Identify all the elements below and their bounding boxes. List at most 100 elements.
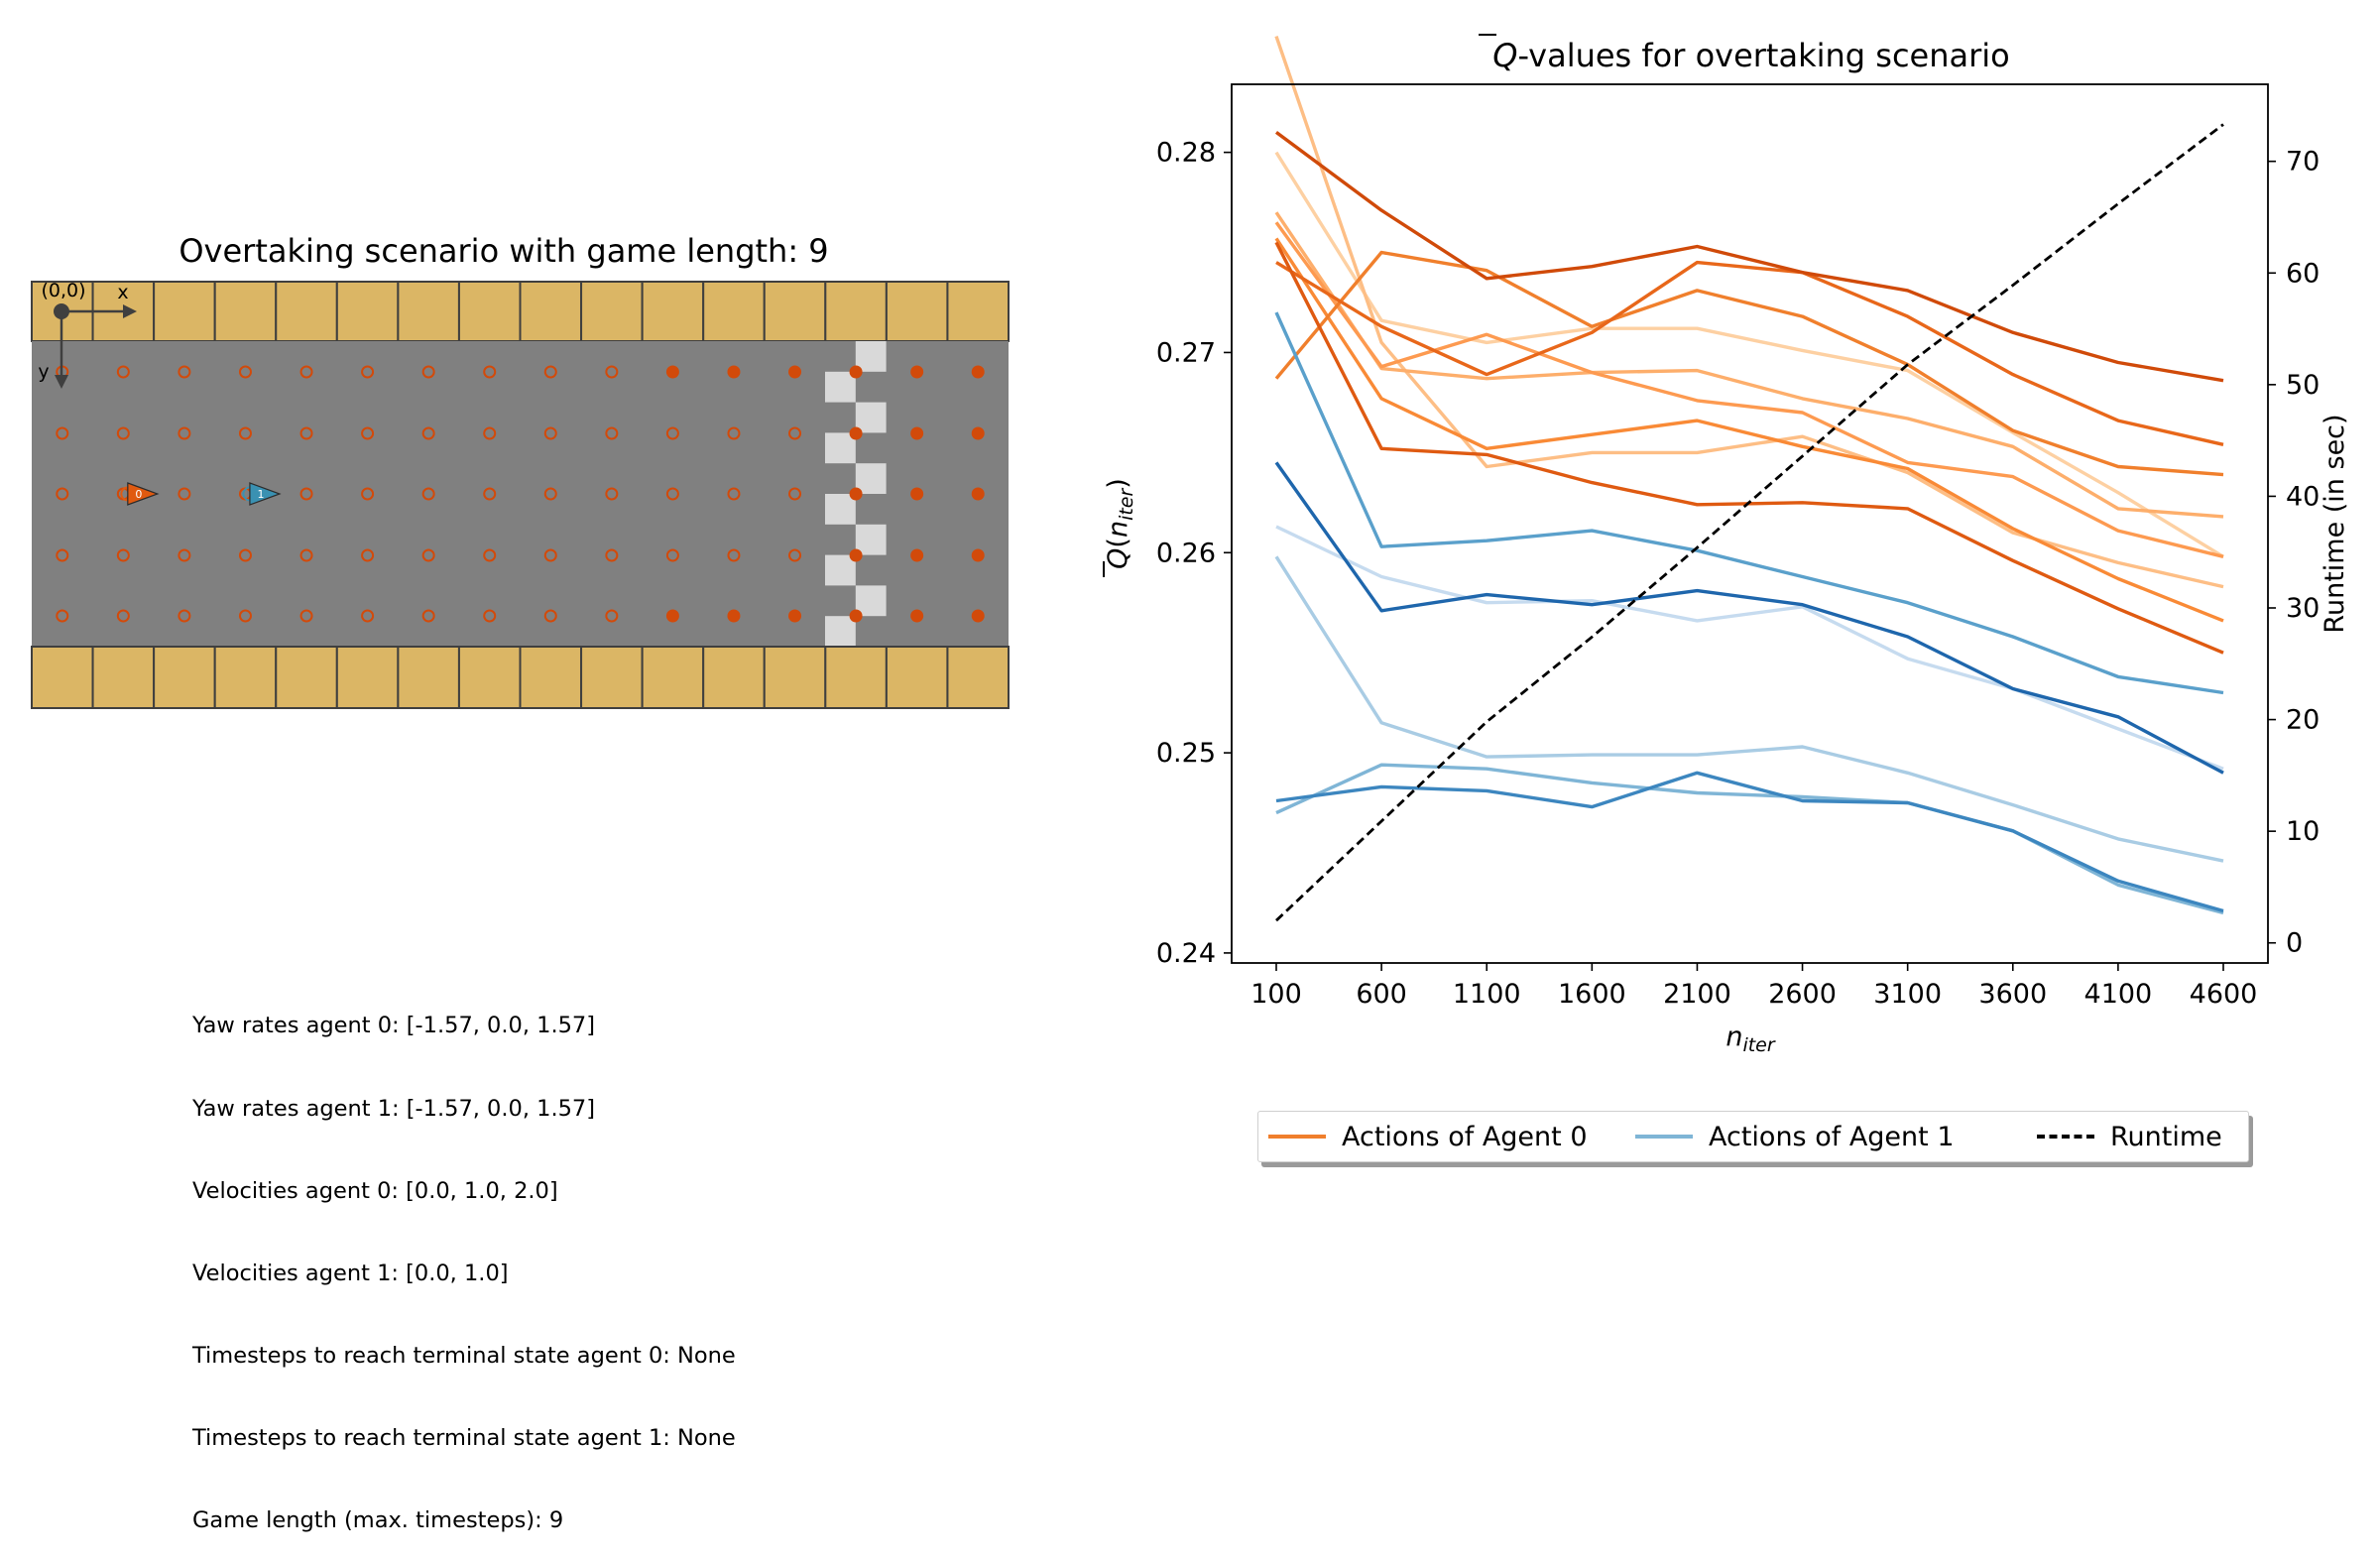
grid-point [971, 365, 985, 379]
agent-triangle [127, 482, 160, 506]
grid-point [483, 487, 497, 501]
border-block [335, 281, 400, 342]
info-line: Timesteps to reach terminal state agent … [192, 1424, 736, 1451]
grid-point [788, 365, 802, 379]
grid-point [543, 548, 557, 562]
checker-square [855, 524, 887, 555]
grid-point [56, 487, 69, 501]
grid-point [605, 426, 619, 440]
y2-tick-label: 50 [2286, 370, 2320, 401]
border-block [580, 281, 644, 342]
grid-point [238, 609, 252, 623]
checker-square [855, 402, 887, 433]
grid-point [299, 426, 313, 440]
plot-frame [1231, 83, 2269, 964]
series-line-agent1 [1274, 555, 2224, 863]
chart-legend: Actions of Agent 0 Actions of Agent 1 Ru… [1257, 1111, 2249, 1162]
border-block [519, 646, 583, 709]
x-axis-arrowhead [123, 304, 137, 318]
grid-point [238, 426, 252, 440]
border-block [946, 646, 1010, 709]
grid-point [543, 365, 557, 379]
grid-point [665, 365, 679, 379]
x-axis-title-sub: iter [1742, 1034, 1775, 1056]
grid-point [361, 609, 375, 623]
series-line-agent0 [1274, 250, 2224, 477]
info-line: Timesteps to reach terminal state agent … [192, 1342, 736, 1369]
grid-point [727, 365, 741, 379]
border-block [397, 281, 460, 342]
border-block [91, 646, 156, 709]
y-axis-title-text: Q(niter) [1103, 478, 1137, 569]
info-line: Yaw rates agent 1: [-1.57, 0.0, 1.57] [192, 1095, 596, 1122]
grid-point [788, 609, 802, 623]
grid-point [421, 487, 435, 501]
legend-entry-runtime: Runtime [2037, 1120, 2222, 1153]
x-tick-label: 4100 [2084, 979, 2153, 1010]
origin-marker [54, 303, 69, 319]
scenario-panel: Overtaking scenario with game length: 9 … [31, 232, 1010, 709]
info-line: Velocities agent 0: [0.0, 1.0, 2.0] [192, 1177, 558, 1204]
coordinate-axes: (0,0) x y [38, 280, 137, 389]
origin-label: (0,0) [41, 280, 85, 301]
info-line: Game length (max. timesteps): 9 [192, 1507, 564, 1534]
border-block [885, 646, 949, 709]
figure-canvas: Overtaking scenario with game length: 9 … [31, 34, 2350, 1056]
series-line-agent1 [1275, 763, 2224, 915]
game-info-block: Yaw rates agent 0: [-1.57, 0.0, 1.57] Ya… [192, 958, 736, 1562]
border-block [213, 646, 278, 709]
grid-point [361, 548, 375, 562]
grid-point [605, 609, 619, 623]
y2-tick-label: 20 [2286, 705, 2320, 736]
series-line-agent1 [1274, 311, 2224, 695]
border-block [335, 646, 400, 709]
legend-entry-agent-0: Actions of Agent 0 [1268, 1120, 1588, 1153]
grid-point [727, 426, 741, 440]
grid-point [421, 548, 435, 562]
border-block [641, 281, 705, 342]
legend-entry-agent-1: Actions of Agent 1 [1635, 1120, 1955, 1153]
agent-1-marker: 1 [242, 482, 282, 506]
finish-line-checker [825, 341, 887, 647]
y2-tick-label: 60 [2286, 258, 2320, 289]
grid-point [299, 487, 313, 501]
legend-label: Actions of Agent 1 [1709, 1121, 1955, 1152]
x-tick-label: 100 [1250, 979, 1302, 1010]
grid-point [727, 609, 741, 623]
checker-square [825, 616, 856, 647]
x-axis-title: niter [1726, 1021, 1776, 1056]
info-line: Velocities agent 1: [0.0, 1.0] [192, 1260, 509, 1286]
grid-point [788, 487, 802, 501]
checker-square [825, 432, 856, 464]
border-block [824, 646, 888, 709]
grid-point [910, 609, 924, 623]
x-axis-ticks: 100 600 1100 1600 2100 2600 3100 3600 4100 4600 [1250, 963, 2257, 1010]
x-axis-label: x [117, 282, 128, 303]
x-tick-label: 3600 [1978, 979, 2047, 1010]
series-line-agent0 [1274, 237, 2224, 623]
border-block [457, 646, 522, 709]
grid-point [238, 365, 252, 379]
series-line-agent0 [1274, 36, 2224, 589]
grid-point [56, 548, 69, 562]
y-axis-label: y [38, 361, 49, 383]
y-axis-title-q: Q [1103, 548, 1133, 569]
chart-title-q-symbol: Q [1492, 37, 1517, 74]
border-block [153, 646, 216, 709]
y-tick-label: 0.28 [1156, 138, 1216, 169]
grid-point [727, 487, 741, 501]
border-block [641, 646, 705, 709]
grid-point [665, 609, 679, 623]
top-border-blocks [31, 281, 1010, 342]
border-block [397, 646, 460, 709]
y2-tick-label: 10 [2286, 816, 2320, 847]
legend-swatch [1635, 1135, 1693, 1139]
grid-point [361, 487, 375, 501]
grid-point [483, 609, 497, 623]
grid-point [849, 548, 863, 562]
grid-point [910, 548, 924, 562]
border-block [824, 281, 888, 342]
series-lines [1274, 36, 2224, 922]
grid-point [605, 548, 619, 562]
